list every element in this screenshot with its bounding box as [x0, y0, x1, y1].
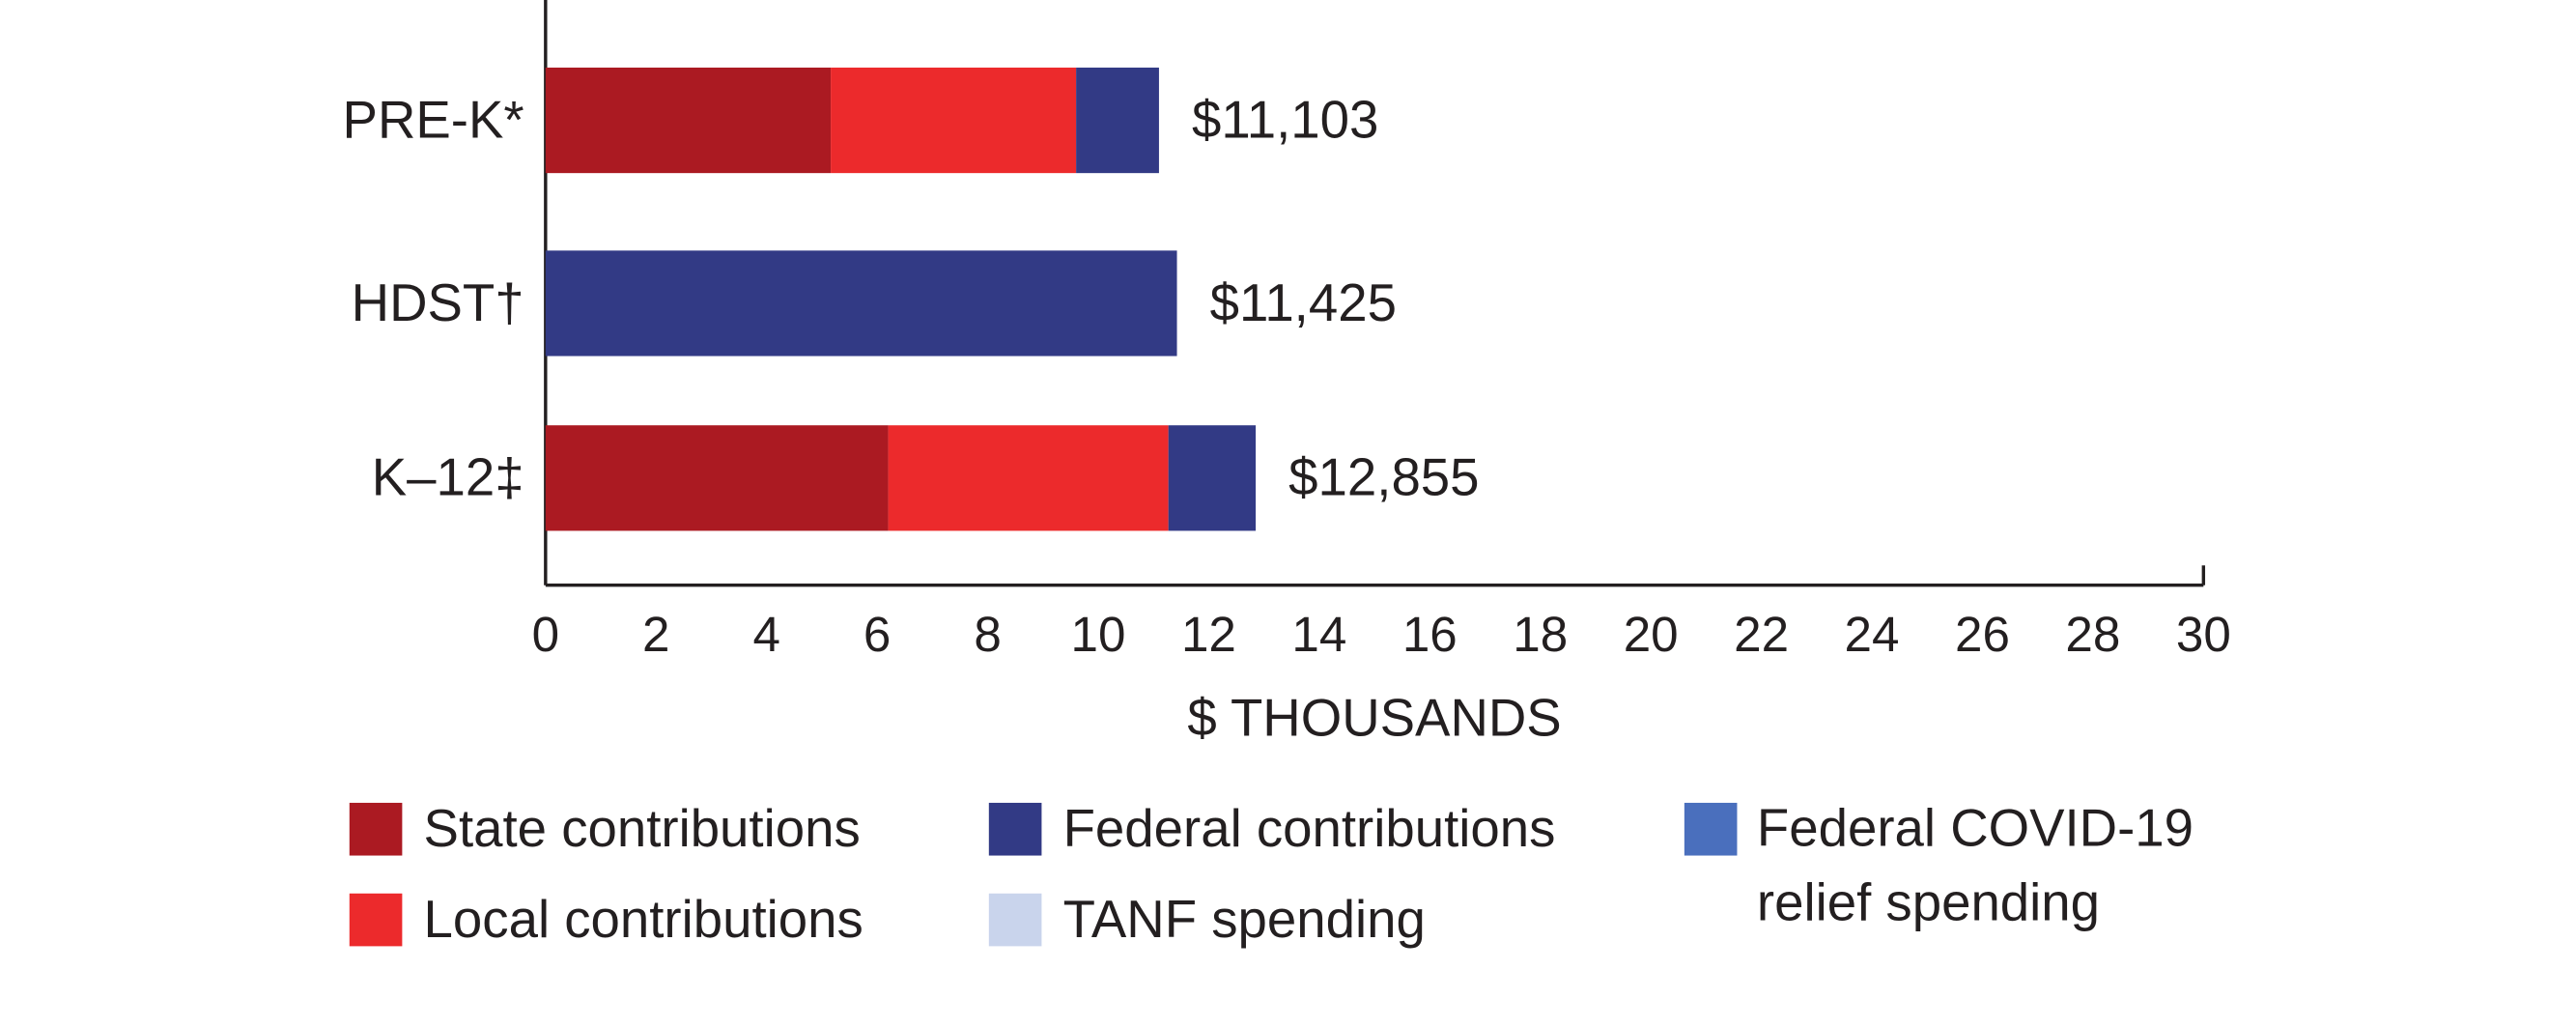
- legend-swatch: [1684, 802, 1738, 856]
- bar-segment: [545, 67, 832, 174]
- legend-line: relief spending: [1757, 873, 2100, 932]
- x-tick-label: 28: [2065, 607, 2120, 662]
- total-label: $11,103: [1192, 90, 1378, 149]
- bar-segment: [888, 425, 1169, 531]
- x-tick-label: 30: [2176, 607, 2231, 662]
- category-label: K–12‡: [372, 448, 524, 507]
- bar-segment: [1076, 67, 1159, 174]
- x-tick-label: 0: [532, 607, 559, 662]
- x-tick-label: 14: [1291, 607, 1346, 662]
- legend-label: TANF spending: [1063, 890, 1426, 949]
- x-tick-label: 8: [974, 607, 1001, 662]
- legend-swatch: [349, 893, 403, 947]
- x-axis-label: $ THOUSANDS: [1187, 689, 1561, 748]
- bar-segment: [545, 425, 889, 531]
- x-tick-label: 6: [863, 607, 891, 662]
- total-label: $11,425: [1210, 273, 1397, 332]
- bar-segment: [545, 250, 1177, 357]
- legend-line: Federal COVID-19: [1757, 799, 2194, 858]
- x-tick-label: 2: [642, 607, 669, 662]
- category-label: PRE-K*: [343, 90, 524, 149]
- x-tick-label: 4: [752, 607, 779, 662]
- x-tick-label: 20: [1624, 607, 1679, 662]
- x-tick-label: 24: [1845, 607, 1900, 662]
- legend-swatch: [349, 802, 403, 856]
- legend-label: Federal COVID-19 relief spending: [1757, 799, 2194, 932]
- bar-segment: [831, 67, 1077, 174]
- x-tick-label: 12: [1181, 607, 1236, 662]
- x-tick-label: 10: [1071, 607, 1126, 662]
- category-label: HDST†: [352, 273, 524, 332]
- total-label: $12,855: [1288, 448, 1479, 507]
- legend-label: Federal contributions: [1063, 799, 1556, 858]
- legend-swatch: [988, 802, 1042, 856]
- legend-label: State contributions: [424, 799, 861, 858]
- x-tick-label: 18: [1513, 607, 1568, 662]
- x-tick-label: 16: [1402, 607, 1458, 662]
- x-tick-label: 26: [1955, 607, 2010, 662]
- bar-segment: [1168, 425, 1257, 531]
- legend-label: Local contributions: [424, 890, 863, 949]
- legend-swatch: [988, 893, 1042, 947]
- x-tick-label: 22: [1734, 607, 1789, 662]
